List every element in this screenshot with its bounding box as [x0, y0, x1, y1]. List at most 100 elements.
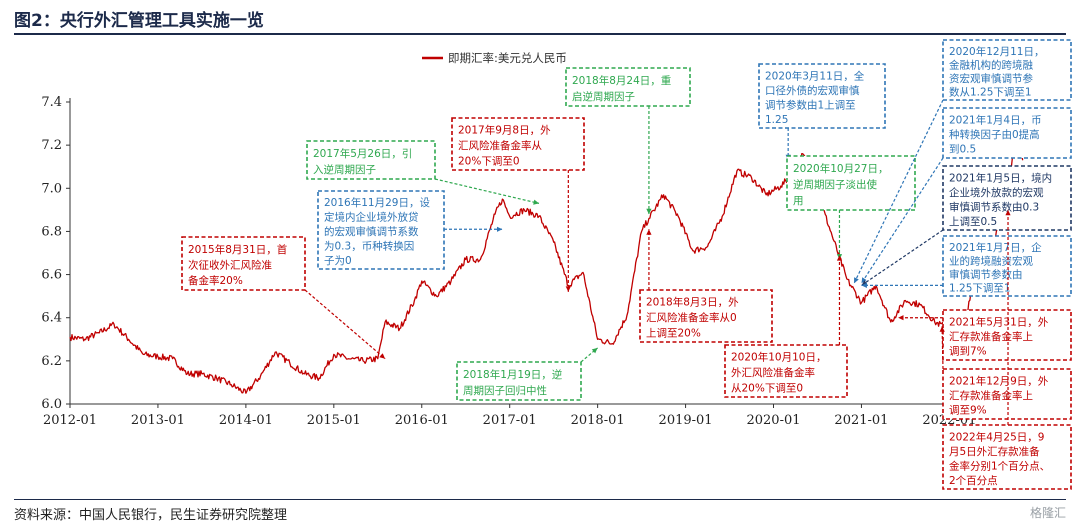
y-tick-label: 6.6: [41, 268, 62, 283]
title-divider: [14, 33, 1066, 35]
annotation-text: 2022年4月25日，9 月5日外汇存款准备金率分别1个百分点、 2个百分点: [949, 430, 1050, 487]
annotation-line: 企业境外放款的宏观: [949, 186, 1044, 199]
annotation-arrowhead: [533, 199, 539, 205]
annotation-box: [942, 368, 1072, 420]
annotation-14: 2021年1月7日，企业的跨境融资宏观审慎调节参数由 1.25下调至1: [861, 235, 1072, 297]
annotation-box: [317, 190, 445, 270]
annotation-text: 2020年12月11日，金融机构的跨境融资宏观审慎调节参数从1.25下调至1: [949, 45, 1044, 99]
annotation-line: 1.25: [765, 114, 788, 126]
annotation-line: 外汇风险准备金率: [731, 366, 815, 379]
annotation-line: 2021年1月7日，企: [949, 241, 1042, 254]
annotation-line: 2020年10月10日，: [731, 351, 826, 364]
annotation-arrowhead: [379, 353, 386, 359]
annotation-box: [306, 140, 436, 180]
annotation-line: 上调至20%: [646, 327, 701, 339]
annotation-arrowhead: [591, 347, 598, 354]
annotation-line: 2021年1月4日，币: [949, 113, 1042, 126]
y-tick-label: 6.8: [41, 224, 62, 239]
annotation-1: 2015年8月31日，首次征收外汇风险准备金率20%: [181, 236, 386, 360]
annotation-box: [942, 39, 1072, 101]
annotation-line: 2016年11月29日，设: [324, 196, 430, 209]
annotation-box: [181, 236, 306, 291]
annotation-leader: [853, 99, 944, 284]
annotation-box: [942, 235, 1072, 297]
annotation-9: 2020年10月27日， 逆周期因子淡出使用: [786, 155, 916, 260]
annotation-line: 启逆周期因子: [572, 90, 635, 103]
legend-label: 即期汇率:美元兑人民币: [448, 51, 567, 65]
annotation-text: 2021年1月7日，企业的跨境融资宏观审慎调节参数由 1.25下调至1: [949, 241, 1042, 294]
annotation-line: 汇风险准备金率从0: [646, 311, 737, 324]
annotation-17: 2022年4月25日，9 月5日外汇存款准备金率分别1个百分点、 2个百分点: [942, 209, 1072, 490]
annotation-arrowhead: [939, 326, 945, 332]
annotation-box: [451, 117, 585, 171]
watermark: 格隆汇: [1029, 506, 1066, 520]
annotation-text: 2020年10月27日， 逆周期因子淡出使用: [793, 162, 888, 207]
x-tick-label: 2012-01: [43, 413, 97, 428]
annotation-leader: [304, 289, 386, 360]
annotation-line: 用: [793, 195, 804, 207]
annotation-text: 2015年8月31日，首次征收外汇风险准备金率20%: [188, 243, 287, 287]
source-note: 资料来源：中国人民银行，民生证券研究院整理: [14, 508, 288, 523]
annotation-line: 2021年12月9日，外: [949, 374, 1049, 387]
annotation-line: 金率分别1个百分点、: [949, 459, 1050, 472]
annotation-line: 种转换因子由0提高: [949, 128, 1040, 141]
annotation-arrowhead: [836, 255, 843, 261]
annotation-leader: [861, 229, 944, 286]
annotation-3: 2017年5月26日，引入逆周期因子: [306, 140, 540, 205]
annotation-15: 2021年5月31日，外汇存款准备金率上调到7%: [898, 309, 1072, 361]
annotation-12: 2021年1月4日，币种转换因子由0提高到0.5: [860, 107, 1072, 284]
annotation-line: 2个百分点: [949, 475, 998, 487]
annotation-box: [942, 424, 1072, 490]
x-tick-label: 2016-01: [395, 413, 449, 428]
annotation-line: 逆周期因子淡出使: [793, 178, 877, 191]
annotation-box: [942, 107, 1072, 159]
annotation-line: 2022年4月25日，9: [949, 430, 1044, 443]
annotation-box: [942, 165, 1072, 231]
annotation-box: [456, 361, 582, 401]
annotation-line: 资宏观审慎调节参: [949, 72, 1033, 85]
annotation-line: 定境内企业境外放贷: [324, 211, 419, 224]
annotation-text: 2017年9月8日，外汇风险准备金率从 20%下调至0: [458, 124, 551, 168]
y-tick-label: 7.0: [41, 181, 62, 196]
x-tick-label: 2020-01: [746, 413, 800, 428]
annotation-line: 2020年10月27日，: [793, 162, 888, 175]
annotation-line: 调到7%: [949, 346, 987, 358]
annotation-line: 次征收外汇风险准: [188, 259, 272, 272]
annotation-leader: [580, 347, 599, 363]
annotation-text: 2021年12月9日，外汇存款准备金率上调至9%: [949, 374, 1049, 416]
annotation-11: 2020年12月11日，金融机构的跨境融资宏观审慎调节参数从1.25下调至1: [853, 39, 1072, 284]
annotation-line: 2020年12月11日，: [949, 45, 1044, 58]
annotation-line: 1.25下调至1: [949, 282, 1011, 294]
x-tick-label: 2021-01: [834, 413, 888, 428]
x-tick-label: 2013-01: [131, 413, 185, 428]
annotation-5: 2018年1月19日，逆周期因子回归中性: [456, 347, 599, 401]
annotation-arrowhead: [646, 208, 652, 215]
annotation-10: 2020年10月10日， 外汇风险准备金率从20%下调至0: [724, 255, 848, 398]
annotation-layer: 2015年8月31日，首次征收外汇风险准备金率20% 2016年11月29日，设定…: [181, 39, 1072, 490]
annotation-text: 2021年1月4日，币种转换因子由0提高到0.5: [949, 113, 1042, 155]
series-layer: [69, 133, 1024, 394]
annotation-line: 汇风险准备金率从: [458, 139, 542, 152]
annotation-line: 2018年1月19日，逆: [463, 368, 563, 381]
annotation-arrowhead: [898, 315, 904, 321]
series-line-usd-cny: [69, 133, 1024, 394]
annotation-leader: [941, 326, 944, 370]
annotation-line: 2015年8月31日，首: [188, 243, 287, 256]
annotation-arrowhead: [1005, 209, 1011, 216]
annotation-line: 金融机构的跨境融: [949, 58, 1033, 71]
annotation-line: 2021年5月31日，外: [949, 315, 1049, 328]
chart-legend: 即期汇率:美元兑人民币: [422, 51, 567, 65]
annotation-line: 审慎调节参数由: [949, 268, 1023, 281]
annotation-line: 上调至0.5: [949, 216, 997, 228]
source-divider: [14, 499, 1066, 500]
annotation-line: 2017年5月26日，引: [313, 147, 412, 160]
x-tick-label: 2018-01: [571, 413, 625, 428]
annotation-line: 调至9%: [949, 405, 987, 417]
annotation-box: [639, 289, 773, 343]
annotation-line: 2018年8月24日，重: [572, 74, 671, 87]
annotation-line: 汇存款准备金率上: [949, 330, 1033, 343]
figure-title: 图2：央行外汇管理工具实施一览: [14, 11, 264, 31]
annotation-text: 2021年1月5日，境内企业境外放款的宏观审慎调节系数由0.3 上调至0.5: [949, 171, 1052, 228]
x-tick-label: 2015-01: [307, 413, 361, 428]
